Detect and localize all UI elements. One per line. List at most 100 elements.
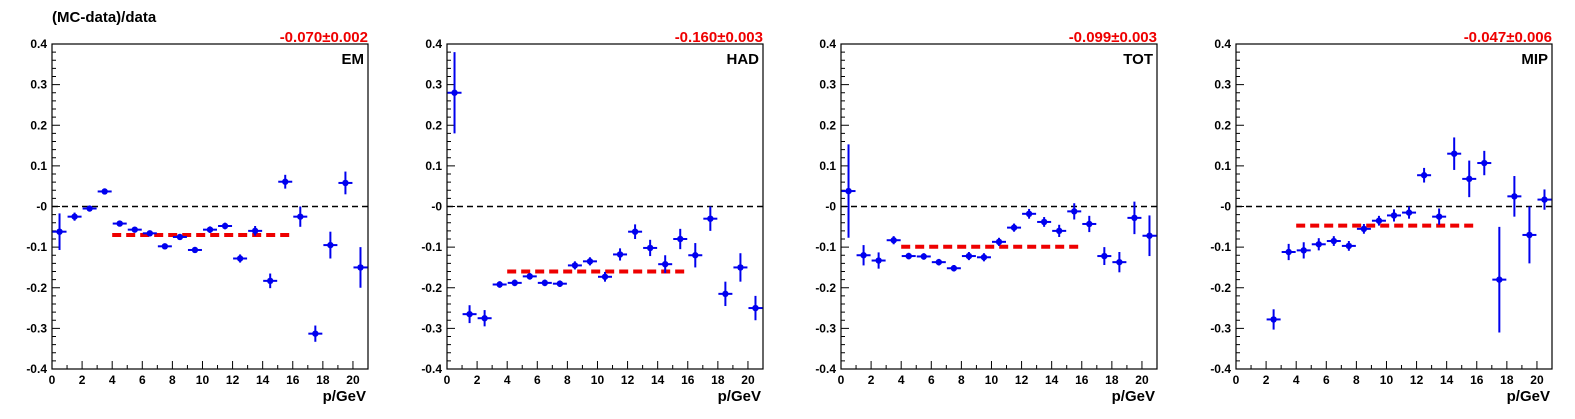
y-tick-label: -0 — [1220, 200, 1231, 214]
x-tick-label: 6 — [1323, 373, 1330, 387]
y-tick-label: 0.1 — [1214, 159, 1231, 173]
data-marker — [601, 273, 609, 280]
data-marker — [950, 265, 958, 272]
y-tick-label: -0.4 — [815, 362, 836, 376]
data-point — [552, 280, 567, 287]
data-marker — [526, 273, 533, 280]
y-tick-label: -0.2 — [1210, 281, 1231, 295]
data-marker — [571, 262, 579, 269]
data-marker — [56, 228, 63, 235]
data-point — [1142, 215, 1157, 257]
data-marker — [161, 243, 169, 250]
x-tick-label: 2 — [79, 373, 86, 387]
y-tick-label: -0.1 — [1210, 240, 1231, 254]
data-marker — [1055, 227, 1063, 235]
data-series — [52, 171, 368, 342]
y-tick-label: -0.4 — [1210, 362, 1231, 376]
data-marker — [481, 315, 488, 322]
data-point — [1037, 217, 1052, 227]
data-marker — [146, 230, 154, 237]
x-tick-label: 8 — [1353, 373, 1360, 387]
y-tick-label: -0.3 — [815, 321, 836, 335]
data-point — [1281, 243, 1296, 261]
data-point — [718, 281, 733, 307]
data-marker — [466, 310, 473, 318]
data-marker — [875, 257, 882, 264]
x-tick-label: 20 — [741, 373, 755, 387]
x-tick-label: 10 — [985, 373, 999, 387]
data-point — [1371, 215, 1386, 226]
y-tick-label: 0.3 — [819, 78, 836, 92]
data-marker — [1466, 175, 1473, 183]
data-point — [992, 237, 1006, 246]
data-marker — [722, 290, 729, 298]
data-point — [1462, 160, 1477, 198]
data-marker — [1511, 193, 1518, 200]
y-axis-label: (MC-data)/data — [52, 9, 157, 26]
data-point — [1052, 224, 1067, 237]
data-marker — [1025, 210, 1033, 218]
data-point — [1387, 209, 1401, 222]
data-marker — [342, 179, 349, 187]
data-point — [537, 279, 552, 287]
x-tick-label: 20 — [1530, 373, 1544, 387]
fit-result-label: -0.047±0.006 — [1464, 29, 1552, 46]
data-point — [931, 258, 946, 266]
data-marker — [1146, 232, 1153, 239]
data-point — [733, 253, 748, 282]
data-marker — [191, 246, 199, 254]
x-tick-label: 6 — [928, 373, 935, 387]
data-marker — [71, 213, 78, 220]
data-point — [142, 230, 157, 237]
data-point — [598, 271, 612, 282]
data-marker — [1330, 237, 1338, 245]
data-marker — [541, 279, 549, 287]
data-marker — [1481, 159, 1488, 167]
y-tick-label: 0.3 — [30, 78, 47, 92]
data-point — [248, 226, 263, 236]
y-tick-label: 0.1 — [30, 159, 47, 173]
x-axis-title: p/GeV — [718, 388, 761, 405]
data-point — [97, 188, 112, 195]
x-tick-label: 20 — [346, 373, 360, 387]
y-tick-label: 0.4 — [819, 37, 836, 51]
data-marker — [1116, 258, 1123, 266]
data-point — [447, 52, 462, 134]
y-tick-label: 0.2 — [30, 118, 47, 132]
data-marker — [1390, 212, 1398, 219]
data-point — [218, 222, 233, 230]
y-tick-label: 0.1 — [425, 159, 442, 173]
x-tick-label: 12 — [621, 373, 635, 387]
data-marker — [1315, 241, 1322, 248]
data-marker — [1360, 225, 1368, 233]
x-tick-label: 4 — [504, 373, 511, 387]
data-marker — [1496, 276, 1503, 283]
panel-frame — [840, 43, 1158, 370]
data-marker — [1086, 220, 1093, 228]
data-point — [507, 279, 522, 287]
data-marker — [646, 244, 654, 252]
x-tick-label: 14 — [256, 373, 270, 387]
data-marker — [221, 222, 229, 230]
data-point — [916, 253, 931, 260]
y-tick-label: 0.2 — [819, 118, 836, 132]
data-marker — [1040, 218, 1048, 226]
panel-frame — [446, 43, 764, 370]
y-tick-label: -0.3 — [421, 321, 442, 335]
data-marker — [312, 330, 319, 337]
data-point — [278, 174, 293, 189]
data-marker — [1270, 316, 1277, 323]
data-marker — [752, 304, 759, 312]
y-tick-label: -0.1 — [421, 240, 442, 254]
y-tick-label: -0 — [825, 200, 836, 214]
data-point — [628, 224, 643, 239]
x-tick-label: 0 — [1233, 373, 1240, 387]
data-marker — [86, 205, 93, 212]
x-tick-label: 2 — [868, 373, 875, 387]
x-tick-label: 6 — [139, 373, 146, 387]
y-tick-label: 0.1 — [819, 159, 836, 173]
data-series — [841, 144, 1157, 273]
data-series — [447, 52, 763, 327]
data-point — [886, 236, 901, 245]
data-point — [1507, 176, 1522, 217]
